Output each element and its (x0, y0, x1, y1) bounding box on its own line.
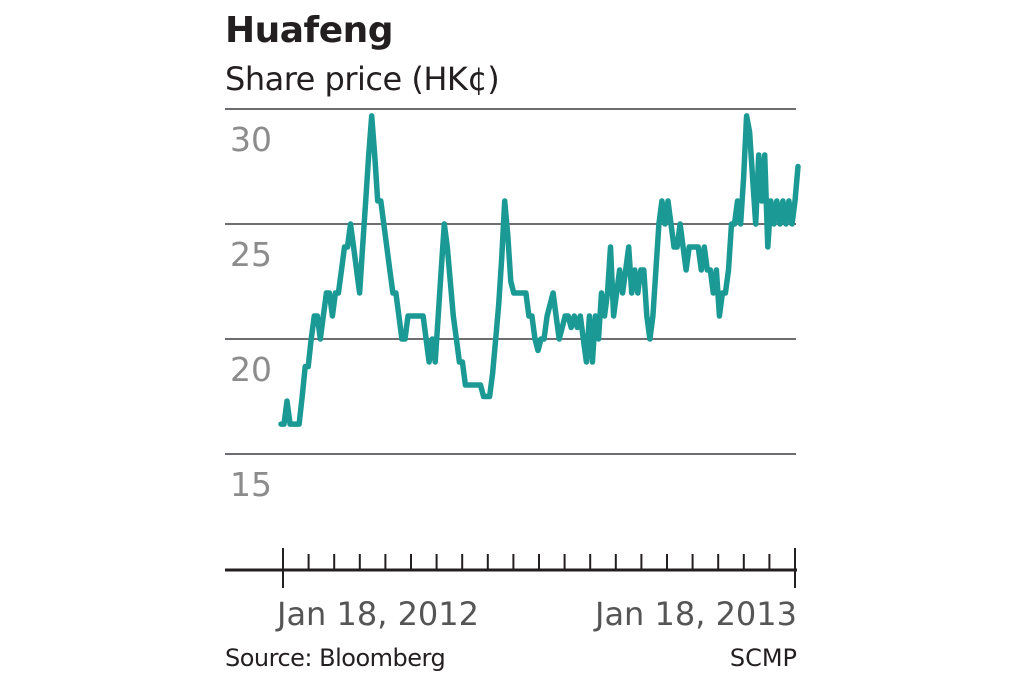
y-tick-label: 30 (230, 120, 272, 159)
y-tick-label: 25 (230, 235, 272, 274)
source-note: Source: Bloomberg (225, 644, 446, 672)
chart-title: Huafeng (225, 10, 394, 51)
credit-note: SCMP (729, 644, 797, 672)
y-tick-label: 20 (230, 350, 272, 389)
chart-subtitle: Share price (HK¢) (225, 60, 500, 98)
x-tick-label: Jan 18, 2012 (275, 595, 479, 633)
x-tick-label: Jan 18, 2013 (593, 595, 797, 633)
y-tick-label: 15 (230, 465, 272, 504)
series-line (278, 113, 801, 427)
